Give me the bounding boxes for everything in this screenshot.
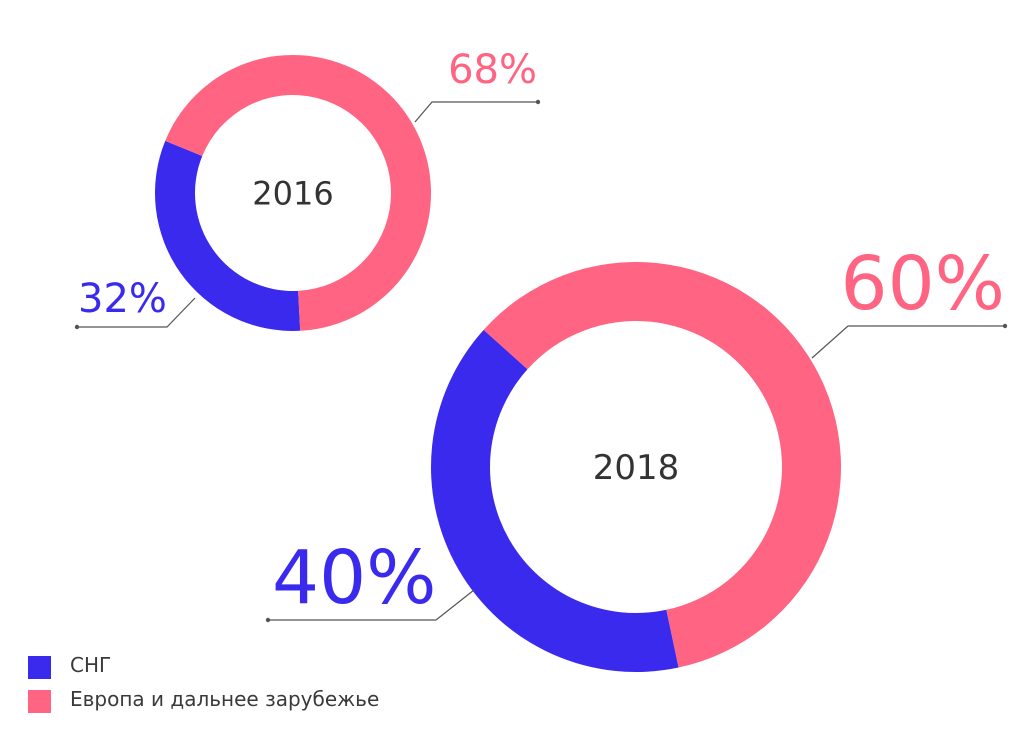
donut-segment-cis-2016 bbox=[154, 140, 301, 332]
donut-center-year: 2018 bbox=[593, 448, 680, 488]
data-label-europe: 60% bbox=[841, 241, 1005, 327]
data-label-cis: 32% bbox=[78, 276, 167, 322]
donut-segment-europe-2018 bbox=[483, 262, 841, 668]
leader-dot bbox=[1002, 323, 1008, 329]
donut-center-year: 2016 bbox=[252, 175, 333, 213]
donut-segment-europe-2016 bbox=[165, 55, 431, 331]
data-label-cis: 40% bbox=[272, 535, 436, 621]
leader-line bbox=[268, 589, 475, 621]
legend-label: Европа и дальнее зарубежье bbox=[70, 687, 380, 711]
legend-swatch-europe bbox=[28, 690, 51, 713]
leader-line bbox=[811, 325, 1005, 359]
legend-label: СНГ bbox=[70, 653, 112, 677]
leader-dot bbox=[265, 617, 271, 623]
leader-line bbox=[77, 297, 196, 328]
legend-swatch-cis bbox=[28, 656, 51, 679]
donut-segment-cis-2018 bbox=[430, 329, 679, 672]
leader-dot bbox=[535, 99, 541, 105]
leader-line bbox=[414, 101, 538, 123]
leader-dot bbox=[74, 324, 80, 330]
data-label-europe: 68% bbox=[448, 47, 537, 93]
